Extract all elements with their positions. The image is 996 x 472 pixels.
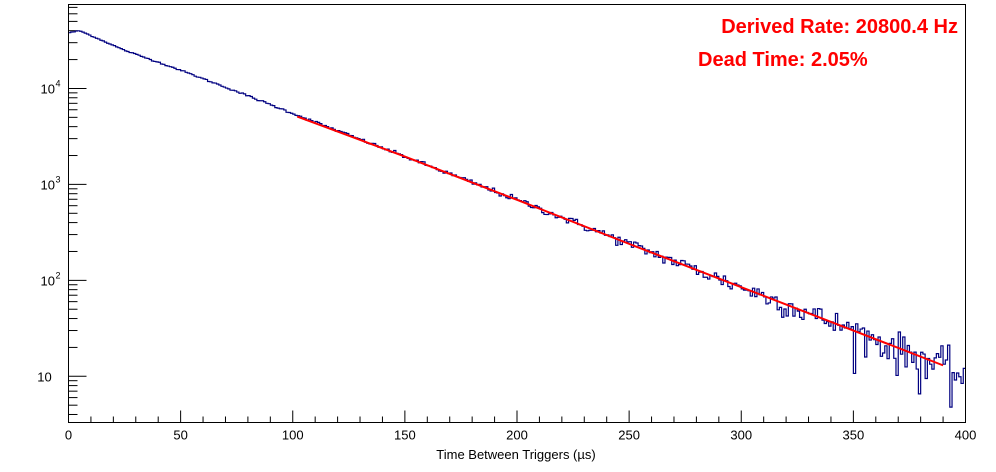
y-tick-label: 10 bbox=[37, 369, 51, 384]
plot-frame bbox=[68, 4, 966, 423]
fit-curve bbox=[296, 115, 944, 367]
y-tick-exponent: 3 bbox=[56, 174, 61, 184]
derived-rate-annotation: Derived Rate: 20800.4 Hz bbox=[721, 16, 958, 38]
x-tick-label: 300 bbox=[730, 428, 752, 443]
x-tick-label: 200 bbox=[506, 428, 528, 443]
y-tick-label: 10 bbox=[41, 177, 55, 192]
dead-time-annotation: Dead Time: 2.05% bbox=[698, 49, 868, 71]
y-axis-ticks bbox=[68, 6, 87, 415]
x-tick-label: 150 bbox=[394, 428, 416, 443]
x-tick-label: 350 bbox=[843, 428, 865, 443]
x-axis-tick-labels: 0 50 100 150 200 250 300 350 400 bbox=[65, 428, 976, 443]
y-tick-exponent: 4 bbox=[56, 78, 61, 88]
y-tick-label: 10 bbox=[41, 273, 55, 288]
x-tick-label: 50 bbox=[173, 428, 187, 443]
x-tick-label: 0 bbox=[65, 428, 72, 443]
x-tick-label: 250 bbox=[618, 428, 640, 443]
y-tick-label: 10 bbox=[41, 81, 55, 96]
x-tick-label: 400 bbox=[955, 428, 977, 443]
x-tick-label: 100 bbox=[282, 428, 304, 443]
x-axis-title: Time Between Triggers (µs) bbox=[436, 447, 595, 462]
y-tick-exponent: 2 bbox=[56, 270, 61, 280]
